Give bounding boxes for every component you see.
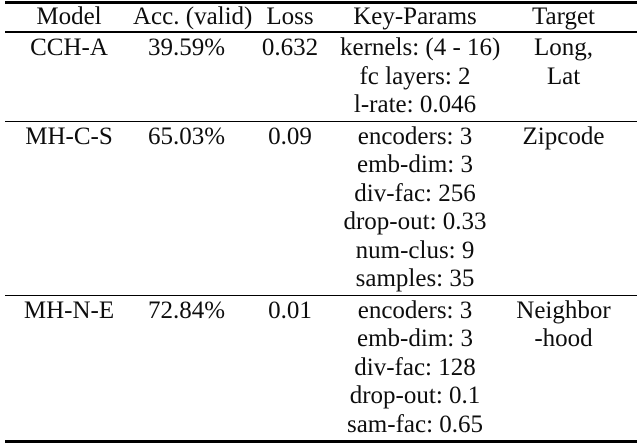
cell-key-params-line: drop-out: 0.1 <box>349 382 481 409</box>
cell-key-params-line: emb-dim: 3 <box>357 151 473 178</box>
col-header-target: Target <box>531 3 596 30</box>
cell-model: MH-N-E <box>23 296 115 324</box>
col-header-loss: Loss <box>266 3 314 30</box>
col-header-key-params: Key-Params <box>353 3 477 30</box>
cell-key-params: encoders: 3 emb-dim: 3 div-fac: 128 drop-ou… <box>340 295 490 442</box>
cell-acc-valid: 72.84% <box>147 296 226 324</box>
cell-key-params-line: sam-fac: 0.65 <box>346 410 484 438</box>
results-table: Model Acc. (valid) Loss Key-Params Targe… <box>5 1 637 443</box>
cell-key-params-line: div-fac: 128 <box>354 353 476 381</box>
cell-model: MH-C-S <box>25 122 113 150</box>
cell-loss: 0.09 <box>268 122 312 150</box>
table-row: CCH-A 39.59% 0.632 kernels: (4 - 16) fc laye… <box>5 32 637 121</box>
cell-target: Zipcode <box>490 121 637 295</box>
cell-key-params: encoders: 3 emb-dim: 3 div-fac: 256 drop-ou… <box>340 121 490 295</box>
cell-acc-valid: 65.03% <box>147 122 226 150</box>
cell-loss: 0.632 <box>261 34 319 61</box>
cell-target-line: Long, <box>533 34 594 61</box>
cell-target-line: Zipcode <box>522 122 605 150</box>
cell-key-params-line: samples: 35 <box>355 265 475 292</box>
cell-target-line: -hood <box>534 325 593 352</box>
table-body: CCH-A 39.59% 0.632 kernels: (4 - 16) fc laye… <box>5 32 637 442</box>
cell-key-params-line: encoders: 3 <box>357 122 473 150</box>
cell-key-params-line: div-fac: 256 <box>354 179 476 207</box>
cell-key-params-line: num-clus: 9 <box>355 236 475 264</box>
col-header-acc-valid: Acc. (valid) <box>133 3 253 30</box>
cell-key-params-line: drop-out: 0.33 <box>343 208 487 235</box>
cell-acc-valid: 39.59% <box>147 34 226 61</box>
cell-target: Neighbor -hood <box>490 295 637 442</box>
header-row: Model Acc. (valid) Loss Key-Params Targe… <box>5 2 637 32</box>
cell-key-params-line: kernels: (4 - 16) <box>340 34 501 61</box>
cell-key-params-line: encoders: 3 <box>357 296 473 324</box>
cell-loss: 0.01 <box>268 296 312 324</box>
cell-key-params: kernels: (4 - 16) fc layers: 2 l-rate: 0.0… <box>340 32 501 121</box>
table-row: MH-C-S 65.03% 0.09 encoders: 3 emb-dim: 3 div… <box>5 121 637 295</box>
cell-model: CCH-A <box>30 34 108 61</box>
col-header-model: Model <box>36 3 102 30</box>
table-header: Model Acc. (valid) Loss Key-Params Targe… <box>5 2 637 32</box>
cell-key-params-line: fc layers: 2 <box>359 62 471 90</box>
cell-target-line: Lat <box>546 62 581 90</box>
cell-key-params-line: emb-dim: 3 <box>357 325 473 352</box>
cell-target-line: Neighbor <box>516 296 611 324</box>
cell-key-params-line: l-rate: 0.046 <box>353 91 477 118</box>
cell-target: Long, Lat <box>490 32 637 121</box>
table-row: MH-N-E 72.84% 0.01 encoders: 3 emb-dim: 3 div… <box>5 295 637 442</box>
